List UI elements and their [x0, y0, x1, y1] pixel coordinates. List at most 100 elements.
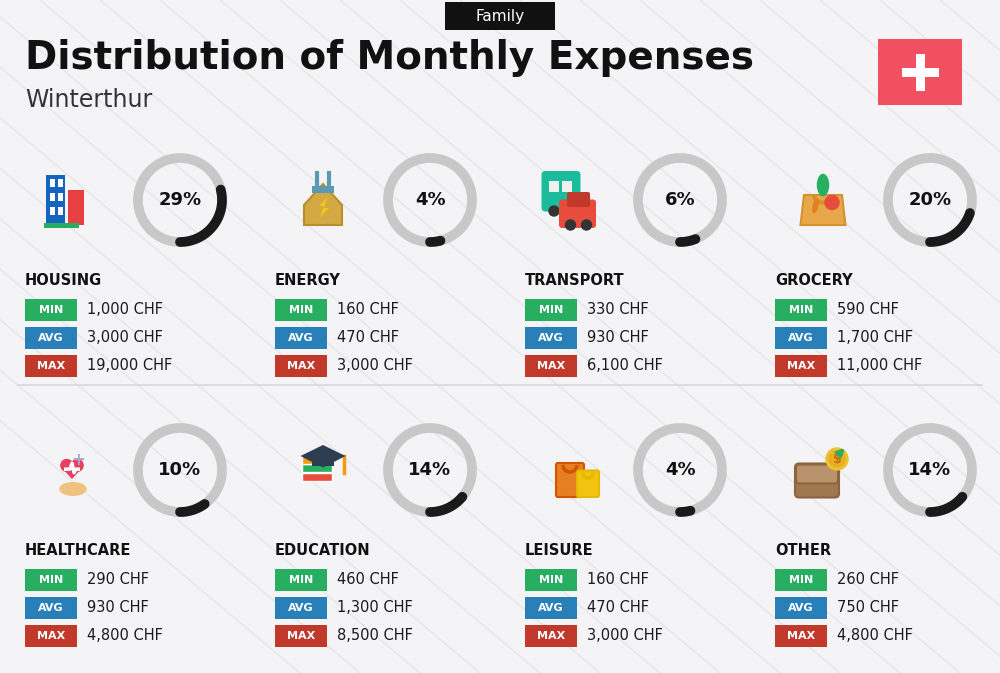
Text: 590 CHF: 590 CHF [837, 302, 899, 318]
Bar [549, 181, 559, 192]
Text: 6,100 CHF: 6,100 CHF [587, 359, 663, 374]
Bar [562, 181, 572, 192]
FancyBboxPatch shape [542, 171, 580, 211]
Bar [50, 179, 55, 186]
Bar [525, 597, 577, 619]
Text: MAX: MAX [537, 631, 565, 641]
Text: MIN: MIN [39, 305, 63, 315]
FancyBboxPatch shape [577, 470, 599, 497]
Bar [68, 190, 84, 225]
Text: 750 CHF: 750 CHF [837, 600, 899, 616]
Ellipse shape [59, 482, 87, 496]
Bar [50, 193, 55, 201]
Text: 160 CHF: 160 CHF [587, 573, 649, 588]
Bar [275, 625, 327, 647]
Text: 160 CHF: 160 CHF [337, 302, 399, 318]
Bar [275, 597, 327, 619]
FancyBboxPatch shape [795, 464, 839, 497]
Bar [50, 207, 55, 215]
Bar [525, 299, 577, 321]
FancyBboxPatch shape [567, 192, 590, 207]
Bar [312, 186, 334, 193]
Text: 6%: 6% [665, 191, 695, 209]
Circle shape [826, 448, 848, 470]
Bar [275, 569, 327, 591]
Circle shape [565, 206, 575, 216]
Text: 8,500 CHF: 8,500 CHF [337, 629, 413, 643]
Bar [775, 625, 827, 647]
Text: 29%: 29% [158, 191, 202, 209]
Text: 930 CHF: 930 CHF [587, 330, 649, 345]
Text: 19,000 CHF: 19,000 CHF [87, 359, 172, 374]
Text: LEISURE: LEISURE [525, 543, 594, 558]
Bar [525, 569, 577, 591]
Bar [302, 456, 332, 464]
Bar [445, 2, 555, 30]
Bar [775, 569, 827, 591]
Bar [44, 223, 79, 227]
Bar [275, 299, 327, 321]
Bar [25, 327, 77, 349]
Text: MAX: MAX [37, 361, 65, 371]
Text: OTHER: OTHER [775, 543, 831, 558]
Bar [58, 207, 63, 215]
Text: MIN: MIN [789, 305, 813, 315]
Text: MIN: MIN [289, 305, 313, 315]
Bar [25, 597, 77, 619]
FancyBboxPatch shape [559, 199, 596, 228]
Circle shape [582, 220, 592, 230]
Text: 3,000 CHF: 3,000 CHF [87, 330, 163, 345]
Text: 14%: 14% [408, 461, 452, 479]
Text: 10%: 10% [158, 461, 202, 479]
Text: 14%: 14% [908, 461, 952, 479]
Polygon shape [319, 197, 329, 217]
Text: MIN: MIN [289, 575, 313, 585]
FancyBboxPatch shape [556, 463, 584, 497]
Bar [275, 327, 327, 349]
Bar [312, 459, 334, 466]
Text: 4%: 4% [415, 191, 445, 209]
Text: 290 CHF: 290 CHF [87, 573, 149, 588]
Circle shape [549, 206, 559, 216]
Text: AVG: AVG [538, 603, 564, 613]
Bar [25, 625, 77, 647]
Circle shape [71, 460, 83, 471]
Text: AVG: AVG [38, 333, 64, 343]
Text: AVG: AVG [788, 333, 814, 343]
Text: AVG: AVG [288, 333, 314, 343]
Circle shape [566, 220, 576, 230]
Bar [25, 569, 77, 591]
Bar [275, 355, 327, 377]
Text: +: + [71, 450, 85, 468]
Text: AVG: AVG [288, 603, 314, 613]
Text: 4%: 4% [665, 461, 695, 479]
Bar [916, 53, 924, 90]
Text: 330 CHF: 330 CHF [587, 302, 649, 318]
Text: 470 CHF: 470 CHF [337, 330, 399, 345]
Text: MAX: MAX [287, 631, 315, 641]
Text: GROCERY: GROCERY [775, 273, 853, 288]
Circle shape [825, 195, 839, 209]
Text: 20%: 20% [908, 191, 952, 209]
Text: 460 CHF: 460 CHF [337, 573, 399, 588]
Bar [25, 355, 77, 377]
Text: MAX: MAX [37, 631, 65, 641]
Bar [58, 193, 63, 201]
Text: 1,000 CHF: 1,000 CHF [87, 302, 163, 318]
Polygon shape [62, 468, 82, 479]
Text: MIN: MIN [539, 305, 563, 315]
Bar [902, 67, 938, 77]
Text: 260 CHF: 260 CHF [837, 573, 899, 588]
Bar [302, 464, 332, 472]
Text: MAX: MAX [787, 361, 815, 371]
Circle shape [61, 460, 73, 471]
Text: MAX: MAX [287, 361, 315, 371]
Text: MIN: MIN [539, 575, 563, 585]
Text: Distribution of Monthly Expenses: Distribution of Monthly Expenses [25, 39, 754, 77]
Polygon shape [800, 195, 846, 225]
Polygon shape [304, 184, 342, 225]
Text: ENERGY: ENERGY [275, 273, 341, 288]
Bar [775, 597, 827, 619]
Text: HOUSING: HOUSING [25, 273, 102, 288]
Text: MAX: MAX [537, 361, 565, 371]
